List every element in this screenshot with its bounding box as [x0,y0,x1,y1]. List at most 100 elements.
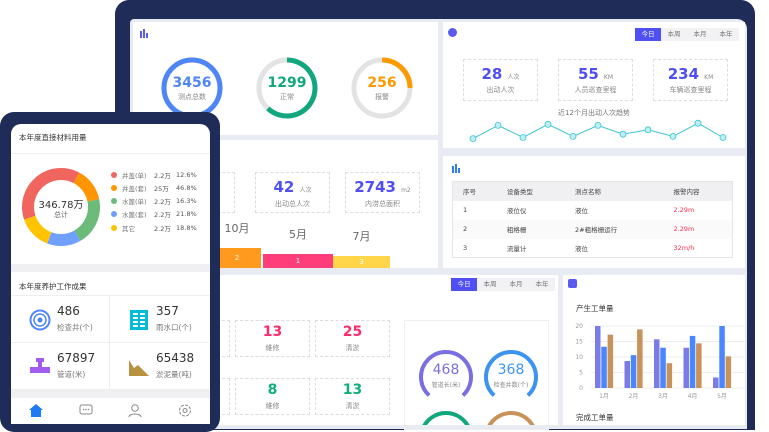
results-title: 本年度养护工作成果 [19,282,87,291]
materials-title: 本年度直接材料用量 [19,133,87,142]
result-value: 67897 [57,351,96,365]
bar [713,377,719,388]
message-icon[interactable] [79,402,93,424]
bar-month-label: 7月 [352,230,371,243]
bar [689,335,696,388]
legend-pct: 12.6% [176,170,197,179]
table-cell: 1 [463,206,468,214]
legend-name: 其它 [122,224,135,233]
gauge-value: 468 [432,362,460,378]
legend-pct: 16.3% [176,197,197,206]
table-cell: 3 [463,243,468,252]
legend-dot [111,211,117,218]
trend-point [644,126,652,134]
x-tick-label: 1月 [599,393,609,400]
ring-label: 正常 [280,93,294,101]
table-cell: 2.29m [673,206,695,214]
stat-unit: KM [603,74,614,81]
donut-slice [74,199,100,241]
settings-icon[interactable] [178,402,192,424]
tab-本年[interactable]: 本年 [529,278,555,291]
tab-今日[interactable]: 今日 [451,278,477,291]
stat-box-hidden [235,378,310,415]
column-header: 报警内容 [673,188,700,197]
legend-dot [111,224,117,231]
y-tick-label: 5 [579,370,583,377]
legend-item: 井盖(单) 2.2万 12.6% [111,168,197,181]
stat-box [315,378,390,415]
stat-value: 234 [667,65,700,83]
result-label: 检查井(个) [57,323,93,332]
table-row[interactable]: 1 液位仪 液位 2.29m [453,201,733,220]
bar [666,363,673,388]
donut-slice [47,230,81,246]
legend-pct: 18.8% [176,223,197,232]
tab-本周[interactable]: 本周 [477,278,503,291]
stat-value-row: 55 KM [558,64,633,83]
stat-label: 維修 [265,402,280,410]
x-tick-label: 2月 [629,393,639,400]
tab-本月[interactable]: 本月 [687,28,713,41]
trend-point [619,130,627,138]
sludge-icon [128,356,150,382]
result-label: 淤泥量(吨) [156,370,192,379]
tab-本年[interactable]: 本年 [713,28,739,41]
bar-tag: 1 [263,254,333,268]
stat-value-row: 234 KM [653,64,728,83]
gauge-label: 管道长(米) [431,382,461,389]
ring-value: 256 [367,75,397,91]
stat-value-row: 2743 m2 [354,178,411,196]
alarm-panel: 序号 设备类型 测点名称 报警内容 1 液位仪 液位 2.29m 2 粗格栅 2#粗格栅运行 2.29… [443,156,745,268]
bar-month-label: 5月 [289,228,307,241]
legend-item: 水篦(单) 2.2万 16.3% [111,195,197,208]
legend-amount: 25万 [154,184,169,193]
legend-pct: 21.8% [176,210,197,219]
y-tick-label: 15 [575,339,583,346]
bar [696,343,702,388]
table-row[interactable]: 3 流量计 液位 32m/h [453,239,733,258]
bar [725,356,732,388]
bar [654,339,660,388]
legend-name: 水篦(单) [122,198,147,207]
tab-本周[interactable]: 本周 [661,28,687,41]
result-item: 67897 管道(米) [11,343,110,390]
legend-dot [111,184,117,191]
table-cell: 32m/h [673,243,695,252]
tab-今日[interactable]: 今日 [635,28,661,41]
y-tick-label: 10 [575,354,583,361]
stat-label: 清淤 [345,402,360,410]
table-row[interactable]: 2 粗格栅 2#粗格栅运行 2.29m [452,219,733,239]
stat-box [255,172,330,213]
result-label: 管道(米) [57,370,86,379]
trend-point [519,134,527,141]
donut-total: 346.78万 [38,200,84,211]
stat-label: 车辆巡查里程 [669,86,712,94]
x-tick-label: 5月 [717,393,727,400]
stat-box [653,59,728,101]
bar [630,355,637,388]
gauge-label: 检查井数(个) [493,382,529,389]
bar [660,347,666,388]
trend-point [494,121,502,129]
legend-dot [111,171,117,178]
home-icon[interactable] [28,402,43,424]
stat-box-hidden [235,320,310,357]
tab-本月[interactable]: 本月 [503,278,529,291]
bar [601,346,607,388]
stat-value: 8 [267,382,278,398]
user-icon[interactable] [128,402,142,424]
trend-point [594,121,602,129]
pie-icon [568,279,577,288]
phone-screen: 本年度直接材料用量 346.78万 总计 井盖(单) 2.2万 12.6% 井盖(套)… [11,124,210,424]
legend-dot [111,198,117,205]
stat-box [345,172,420,213]
trend-point [694,119,702,127]
trend-point [544,120,552,128]
trend-point [719,134,727,141]
trend-line-chart [469,119,727,143]
stat-unit: KM [704,74,714,81]
x-tick-label: 4月 [688,393,698,400]
table-cell: 2#粗格栅运行 [574,226,618,234]
bar [595,326,601,388]
stat-label: 清淤 [345,344,360,352]
